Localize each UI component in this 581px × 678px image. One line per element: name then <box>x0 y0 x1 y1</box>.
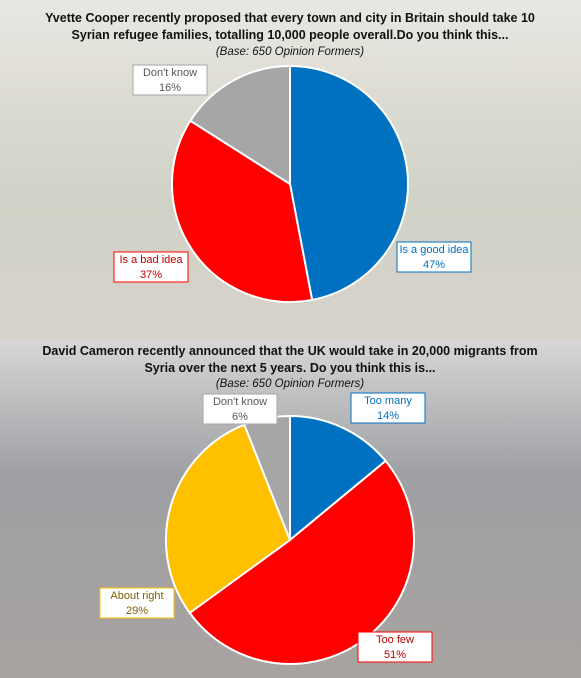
chart-subtitle: (Base: 650 Opinion Formers) <box>215 378 365 390</box>
value-label: 16% <box>159 82 181 94</box>
chart-title: David Cameron recently announced that th… <box>42 344 538 375</box>
label-box <box>202 393 278 425</box>
value-label: 14% <box>377 410 399 422</box>
pie-slice <box>165 423 292 615</box>
label-box <box>113 251 189 283</box>
value-label: 37% <box>140 269 162 281</box>
pie-slice <box>289 64 409 302</box>
chart-title: Yvette Cooper recently proposed that eve… <box>45 11 535 42</box>
slice-label: Don't know <box>213 396 267 408</box>
slice-label: About right <box>110 590 163 602</box>
chart-subtitle: (Base: 650 Opinion Formers) <box>215 46 365 58</box>
value-label: 51% <box>384 649 406 661</box>
slice-label: Is a good idea <box>399 244 469 256</box>
pie-slice <box>188 64 291 186</box>
label-box <box>132 64 208 96</box>
slice-label: Too few <box>376 634 414 646</box>
label-box <box>350 392 426 424</box>
value-label: 29% <box>126 605 148 617</box>
slice-label: Is a bad idea <box>120 254 184 266</box>
pie-slice <box>171 119 314 303</box>
slice-label: Too many <box>364 395 412 407</box>
slice-label: Don't know <box>143 67 197 79</box>
value-label: 47% <box>423 259 445 271</box>
label-box <box>99 587 175 619</box>
label-box <box>357 631 433 663</box>
value-label: 6% <box>232 411 248 423</box>
pie-slice <box>289 414 387 543</box>
label-box <box>396 241 472 273</box>
